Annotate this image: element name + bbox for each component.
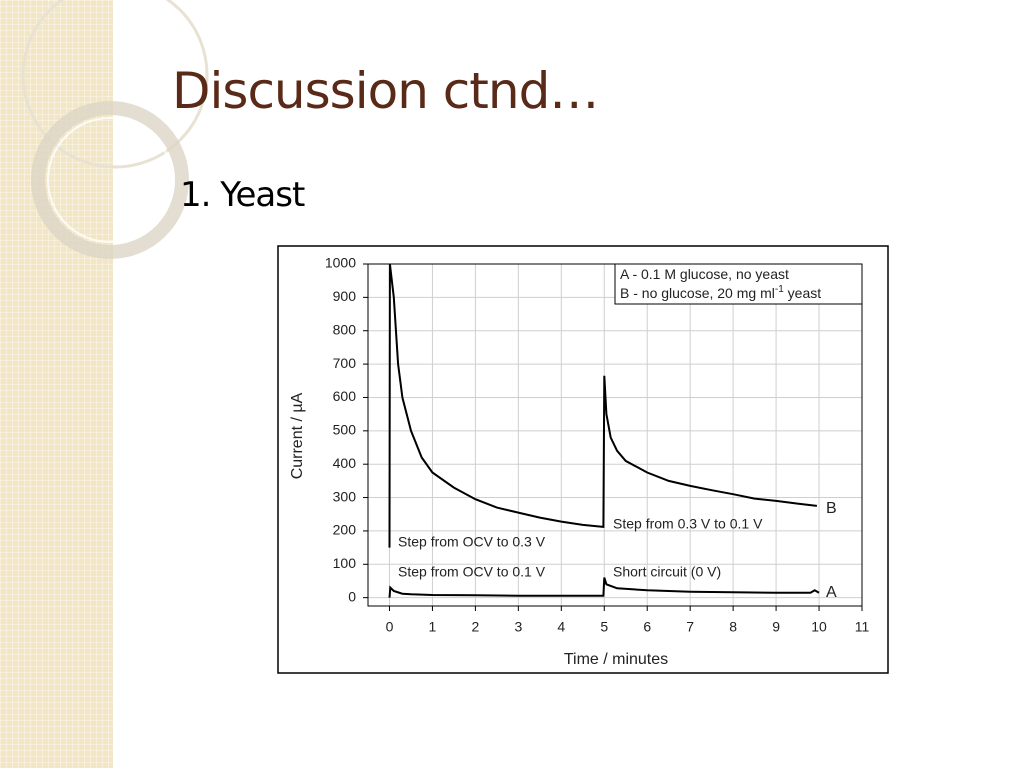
y-tick-label: 500 [333, 422, 357, 438]
y-tick-label: 700 [333, 355, 357, 371]
series-line [388, 263, 818, 548]
legend-entry: A - 0.1 M glucose, no yeast [620, 266, 789, 282]
legend-superscript: -1 [775, 284, 784, 295]
annotation: Step from 0.3 V to 0.1 V [613, 516, 763, 532]
y-tick-label: 600 [333, 388, 357, 404]
annotation: Step from OCV to 0.1 V [398, 564, 546, 580]
y-tick-label: 1000 [325, 255, 356, 271]
x-tick-label: 3 [514, 619, 522, 635]
annotation: Step from OCV to 0.3 V [398, 534, 546, 550]
y-tick-label: 100 [333, 555, 357, 571]
slide-subtitle: 1. Yeast [180, 175, 305, 215]
chart-frame [277, 245, 889, 674]
legend-text: A - 0.1 M glucose, no yeast [620, 266, 789, 282]
y-tick-label: 900 [333, 288, 357, 304]
x-tick-label: 8 [729, 619, 737, 635]
x-axis-label: Time / minutes [564, 651, 668, 668]
x-tick-label: 2 [471, 619, 479, 635]
legend-text: yeast [784, 285, 821, 301]
series-line [388, 577, 820, 598]
legend-entry: B - no glucose, 20 mg ml-1 yeast [620, 284, 821, 301]
series-label: A [826, 584, 837, 601]
x-tick-label: 4 [557, 619, 565, 635]
x-tick-label: 10 [811, 619, 827, 635]
x-tick-label: 11 [855, 619, 870, 635]
annotation: Short circuit (0 V) [613, 564, 721, 580]
x-tick-label: 1 [429, 619, 437, 635]
legend-text: B - no glucose, 20 mg ml [620, 285, 775, 301]
x-tick-label: 0 [386, 619, 394, 635]
series-label: B [826, 500, 837, 517]
y-tick-label: 0 [348, 588, 356, 604]
slide-title: Discussion ctnd… [172, 62, 599, 120]
y-axis-label: Current / µA [289, 392, 306, 479]
y-tick-label: 800 [333, 321, 357, 337]
y-tick-label: 400 [333, 455, 357, 471]
x-tick-label: 7 [686, 619, 694, 635]
x-tick-label: 5 [600, 619, 608, 635]
x-tick-label: 9 [772, 619, 780, 635]
y-tick-label: 200 [333, 522, 357, 538]
x-tick-label: 6 [643, 619, 651, 635]
legend-box [614, 263, 863, 305]
y-tick-label: 300 [333, 488, 357, 504]
